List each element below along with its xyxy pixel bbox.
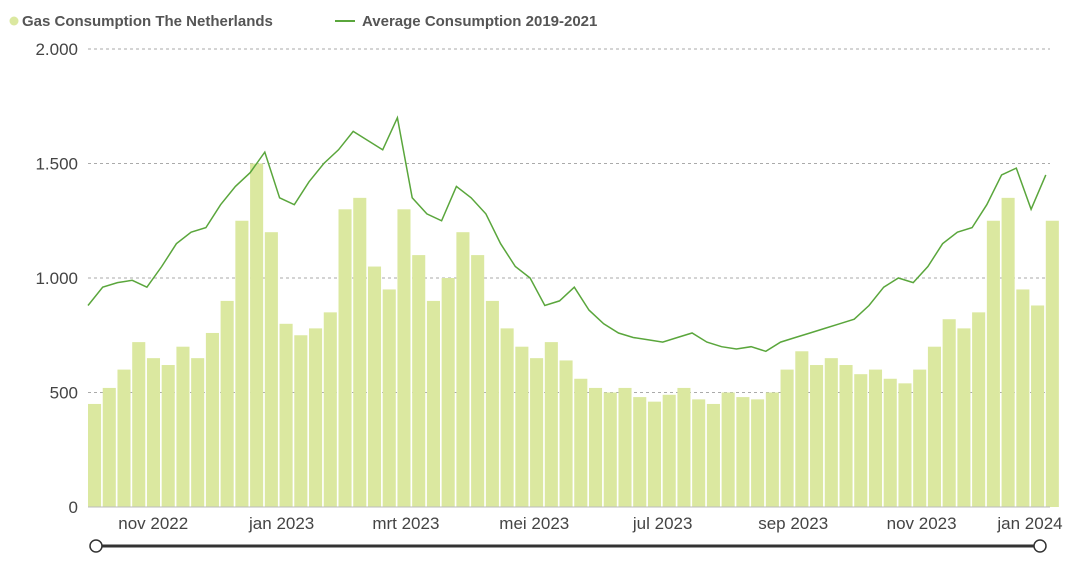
bar-63[interactable]: [1016, 289, 1030, 507]
bar-62[interactable]: [1001, 197, 1015, 507]
x-tick-label-1: jan 2023: [248, 514, 314, 533]
navigator-handle-right[interactable]: [1033, 539, 1047, 553]
bar-9[interactable]: [220, 300, 234, 507]
bar-17[interactable]: [338, 209, 352, 508]
bar-8[interactable]: [205, 332, 219, 507]
bar-series: [88, 163, 1059, 508]
bar-30[interactable]: [530, 358, 544, 507]
bar-11[interactable]: [250, 163, 264, 508]
bar-42[interactable]: [706, 403, 720, 507]
bar-4[interactable]: [146, 358, 161, 507]
bar-39[interactable]: [662, 394, 676, 507]
bar-46[interactable]: [765, 392, 779, 508]
bar-27[interactable]: [485, 300, 499, 507]
bar-14[interactable]: [294, 335, 308, 507]
bar-48[interactable]: [795, 351, 809, 507]
y-tick-label-1: 500: [50, 384, 78, 403]
bar-23[interactable]: [426, 300, 440, 507]
x-tick-label-6: nov 2023: [887, 514, 957, 533]
bar-18[interactable]: [353, 197, 367, 507]
bar-32[interactable]: [559, 360, 573, 507]
y-tick-label-0: 0: [69, 498, 78, 517]
bar-61[interactable]: [986, 220, 1000, 507]
bar-41[interactable]: [692, 399, 706, 507]
x-tick-label-4: jul 2023: [632, 514, 693, 533]
y-tick-label-3: 1.500: [35, 155, 78, 174]
bar-25[interactable]: [456, 232, 470, 507]
bar-56[interactable]: [913, 369, 927, 507]
x-tick-label-0: nov 2022: [118, 514, 188, 533]
legend[interactable]: Gas Consumption The Netherlands Average …: [9, 13, 598, 30]
bar-12[interactable]: [264, 232, 278, 507]
bar-7[interactable]: [191, 358, 205, 507]
navigator-handle-left[interactable]: [89, 539, 103, 553]
bar-57[interactable]: [927, 346, 941, 507]
bar-2[interactable]: [117, 369, 131, 507]
bar-47[interactable]: [780, 369, 794, 507]
bar-37[interactable]: [633, 397, 647, 507]
bar-34[interactable]: [588, 387, 603, 507]
bar-52[interactable]: [854, 374, 868, 507]
bar-16[interactable]: [323, 312, 337, 507]
bar-58[interactable]: [942, 319, 956, 507]
bar-64[interactable]: [1031, 305, 1045, 507]
bar-51[interactable]: [839, 365, 853, 507]
y-tick-label-4: 2.000: [35, 40, 78, 59]
line-series: [87, 115, 1047, 353]
bar-24[interactable]: [441, 278, 455, 507]
bar-21[interactable]: [397, 209, 411, 508]
bar-35[interactable]: [603, 392, 617, 508]
x-tick-label-7: jan 2024: [996, 514, 1062, 533]
bar-10[interactable]: [235, 220, 249, 507]
bar-31[interactable]: [544, 342, 558, 507]
legend-bar-swatch: [9, 16, 19, 26]
bar-43[interactable]: [721, 392, 735, 508]
bar-33[interactable]: [574, 378, 588, 507]
bar-3[interactable]: [132, 342, 146, 507]
x-axis: nov 2022 jan 2023 mrt 2023 mei 2023 jul 2023…: [118, 514, 1062, 533]
x-tick-label-2: mrt 2023: [372, 514, 439, 533]
y-tick-label-2: 1.000: [35, 269, 78, 288]
x-tick-label-5: sep 2023: [758, 514, 828, 533]
bar-44[interactable]: [736, 397, 750, 507]
bar-49[interactable]: [810, 365, 824, 507]
bar-15[interactable]: [309, 328, 323, 507]
bar-28[interactable]: [500, 328, 514, 507]
bar-19[interactable]: [367, 266, 382, 507]
bar-5[interactable]: [161, 365, 175, 507]
bar-26[interactable]: [471, 255, 485, 507]
bar-22[interactable]: [412, 255, 426, 507]
range-navigator[interactable]: [89, 539, 1047, 553]
bar-60[interactable]: [972, 312, 986, 507]
bar-13[interactable]: [279, 323, 293, 507]
bar-40[interactable]: [677, 387, 691, 507]
x-tick-label-3: mei 2023: [499, 514, 569, 533]
bar-55[interactable]: [898, 383, 912, 507]
bar-0[interactable]: [88, 403, 102, 507]
bar-1[interactable]: [102, 387, 116, 507]
bar-20[interactable]: [382, 289, 396, 507]
bar-38[interactable]: [647, 401, 662, 507]
average-consumption-line[interactable]: [87, 115, 1047, 353]
bar-6[interactable]: [176, 346, 190, 507]
bar-65[interactable]: [1045, 220, 1059, 507]
bar-45[interactable]: [751, 399, 765, 507]
bar-36[interactable]: [618, 387, 632, 507]
bar-53[interactable]: [868, 369, 883, 507]
y-axis: 0 500 1.000 1.500 2.000: [35, 40, 1050, 517]
legend-label-gas-consumption[interactable]: Gas Consumption The Netherlands: [22, 13, 273, 30]
bar-50[interactable]: [824, 358, 838, 507]
bar-54[interactable]: [883, 378, 897, 507]
bar-59[interactable]: [957, 328, 971, 507]
bar-29[interactable]: [515, 346, 529, 507]
legend-label-average-consumption[interactable]: Average Consumption 2019-2021: [362, 13, 597, 30]
